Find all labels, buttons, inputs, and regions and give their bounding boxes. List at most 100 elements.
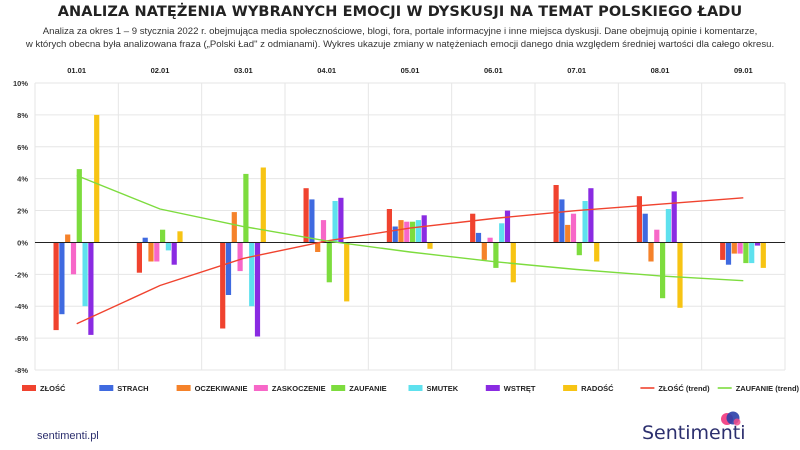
legend-swatch xyxy=(176,385,191,391)
heads-logo-icon xyxy=(721,411,741,426)
bar xyxy=(231,212,237,243)
bar xyxy=(70,242,77,275)
bar xyxy=(65,234,71,243)
bar xyxy=(582,201,588,243)
bar xyxy=(171,242,177,265)
bar xyxy=(165,242,171,251)
bar xyxy=(559,199,565,243)
bar xyxy=(665,209,671,243)
bar xyxy=(553,185,559,243)
footer-url[interactable]: sentimenti.pl xyxy=(37,430,99,442)
y-tick-label: -4% xyxy=(15,302,29,311)
bar xyxy=(493,242,499,268)
bar xyxy=(237,242,243,272)
bar xyxy=(642,213,648,243)
category-label: 08.01 xyxy=(651,66,670,75)
legend-label: ZAUFANIE xyxy=(349,384,387,393)
bar xyxy=(309,199,315,243)
bar xyxy=(475,232,482,243)
bar xyxy=(94,114,100,243)
bar xyxy=(660,242,666,299)
category-label: 04.01 xyxy=(317,66,336,75)
bar xyxy=(404,221,410,243)
bar xyxy=(731,242,737,254)
legend-swatch xyxy=(408,385,423,391)
category-label: 03.01 xyxy=(234,66,253,75)
bar xyxy=(636,196,642,243)
chart-subtitle: Analiza za okres 1 – 9 stycznia 2022 r. … xyxy=(10,26,790,51)
legend-label: STRACH xyxy=(117,384,148,393)
subtitle-line-2: w których obecna była analizowana fraza … xyxy=(25,38,775,50)
bar xyxy=(243,173,249,243)
bar xyxy=(487,237,493,243)
bar xyxy=(594,242,600,262)
legend-label: ZASKOCZENIE xyxy=(272,384,326,393)
bar xyxy=(386,209,392,243)
bar xyxy=(398,220,404,243)
legend-label: SMUTEK xyxy=(427,384,459,393)
y-tick-label: 0% xyxy=(17,238,28,247)
legend-label: OCZEKIWANIE xyxy=(195,384,248,393)
bar xyxy=(749,242,755,264)
bar xyxy=(392,226,398,243)
bar xyxy=(570,213,577,243)
bar xyxy=(142,237,148,243)
bar xyxy=(470,213,476,243)
bar xyxy=(737,242,743,254)
bar xyxy=(53,242,59,331)
y-tick-label: 4% xyxy=(17,175,28,184)
bar xyxy=(315,242,321,252)
legend-swatch xyxy=(253,385,268,391)
category-label: 01.01 xyxy=(67,66,86,75)
bar xyxy=(148,242,154,262)
legend-label: WSTRĘT xyxy=(504,384,536,393)
bar xyxy=(225,242,232,295)
bar xyxy=(415,220,421,243)
bar xyxy=(136,242,142,273)
bar xyxy=(504,210,511,243)
y-tick-label: -8% xyxy=(15,366,29,375)
bar xyxy=(743,242,749,264)
category-label: 07.01 xyxy=(567,66,586,75)
category-label: 09.01 xyxy=(734,66,753,75)
bar xyxy=(720,242,726,260)
bar xyxy=(76,169,82,243)
trend-line xyxy=(76,197,744,325)
bar xyxy=(177,231,183,243)
category-label: 02.01 xyxy=(151,66,170,75)
bar xyxy=(499,223,505,243)
legend-swatch xyxy=(22,385,36,391)
bar xyxy=(160,229,166,243)
bar xyxy=(326,242,332,283)
bar xyxy=(481,242,487,260)
bar xyxy=(760,242,766,268)
brand-name: Sentimenti xyxy=(642,422,746,444)
bar xyxy=(344,242,350,302)
bar xyxy=(154,242,160,262)
category-label: 05.01 xyxy=(401,66,420,75)
bar xyxy=(260,167,266,243)
bar xyxy=(754,242,761,246)
bar xyxy=(303,188,309,243)
bar xyxy=(59,242,65,315)
category-label: 06.01 xyxy=(484,66,503,75)
legend-swatch xyxy=(563,385,578,391)
legend-label: ZAUFANIE (trend) xyxy=(736,384,800,393)
y-tick-label: 6% xyxy=(17,143,28,152)
bar xyxy=(725,242,732,265)
brand: Sentimenti xyxy=(642,411,757,448)
bar xyxy=(510,242,516,283)
legend-swatch xyxy=(99,385,114,391)
bar xyxy=(648,242,654,262)
trend-line xyxy=(76,174,744,282)
legend-label: ZŁOŚĆ (trend) xyxy=(658,384,710,393)
legend-swatch xyxy=(485,385,500,391)
bar xyxy=(427,242,433,249)
bar xyxy=(82,242,88,307)
bar xyxy=(671,191,677,243)
bar xyxy=(88,242,94,335)
y-tick-label: 10% xyxy=(13,79,28,88)
bar xyxy=(654,229,660,243)
bar xyxy=(588,188,594,243)
y-tick-label: 2% xyxy=(17,207,28,216)
